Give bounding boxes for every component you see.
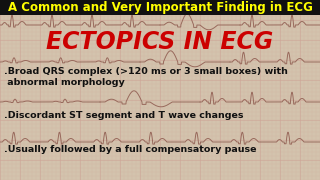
Text: .Usually followed by a full compensatory pause: .Usually followed by a full compensatory… [4, 145, 257, 154]
Text: .Broad QRS complex (>120 ms or 3 small boxes) with
 abnormal morphology: .Broad QRS complex (>120 ms or 3 small b… [4, 67, 288, 87]
Text: ECTOPICS IN ECG: ECTOPICS IN ECG [46, 30, 274, 54]
Text: A Common and Very Important Finding in ECG: A Common and Very Important Finding in E… [8, 1, 312, 14]
Bar [0, 0, 320, 15]
Text: .Discordant ST segment and T wave changes: .Discordant ST segment and T wave change… [4, 111, 244, 120]
